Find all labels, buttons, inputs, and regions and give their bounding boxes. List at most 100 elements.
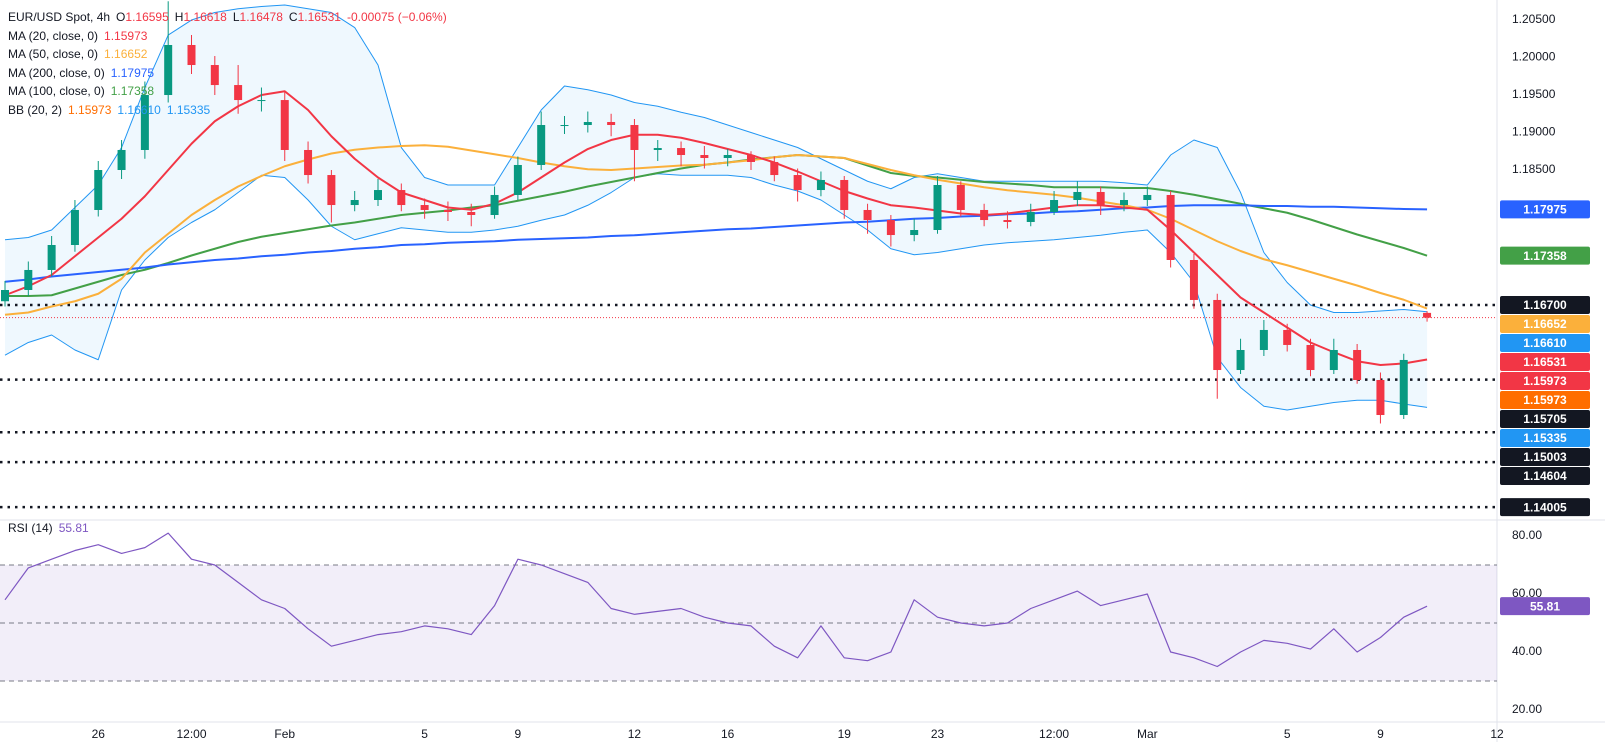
bb-upper <box>4 4 1428 313</box>
ohlc-label: L <box>232 10 240 24</box>
legend-value: 1.16652 <box>104 47 148 62</box>
price-tag-label: 1.15973 <box>1523 393 1567 407</box>
x-tick-label: 16 <box>721 727 735 741</box>
candle-body <box>1306 344 1315 371</box>
candle-body <box>1026 212 1035 222</box>
candle-body <box>187 44 196 66</box>
x-tick-label: Mar <box>1137 727 1158 741</box>
legend-item: MA (20, close, 0) 1.15973 <box>8 27 453 46</box>
price-tag <box>1500 333 1590 352</box>
candle-body <box>1073 191 1082 201</box>
y-tick-label: 1.20500 <box>1512 12 1556 26</box>
bb-fill <box>5 5 1428 410</box>
x-tick-label: 12 <box>1490 727 1504 741</box>
candle-body <box>280 100 289 150</box>
candle-body <box>886 220 895 236</box>
x-tick-label: 19 <box>838 727 852 741</box>
price-tag-label: 1.16652 <box>1523 317 1567 331</box>
legend-item: BB (20, 2) 1.15973 1.16610 1.15335 <box>8 101 453 120</box>
candle-body <box>723 155 732 159</box>
x-tick-label: 12:00 <box>176 727 206 741</box>
candle-body <box>980 209 989 221</box>
x-tick-label: 12:00 <box>1039 727 1069 741</box>
x-tick-label: 12 <box>628 727 642 741</box>
rsi-tag <box>1500 597 1590 616</box>
moving-average <box>4 144 1428 316</box>
moving-average <box>4 90 1428 366</box>
rsi-tick-label: 60.00 <box>1512 586 1542 600</box>
price-tag <box>1500 371 1590 390</box>
price-tag-label: 1.16610 <box>1523 336 1567 350</box>
candle-body <box>70 209 79 246</box>
price-tag-label: 1.15335 <box>1523 431 1567 445</box>
price-tag-label: 1.15705 <box>1523 412 1567 426</box>
ohlc-label: O <box>116 10 126 24</box>
x-tick-label: 23 <box>931 727 945 741</box>
candle-body <box>863 209 872 221</box>
candle-body <box>677 148 686 156</box>
price-tag <box>1500 295 1590 314</box>
candle-body <box>956 185 965 210</box>
y-tick-label: 1.20000 <box>1512 50 1556 64</box>
legend: EUR/USD Spot, 4h O1.16595 H1.16618 L1.16478… <box>8 8 453 120</box>
candle-body <box>747 155 755 162</box>
legend-name: RSI (14) <box>8 521 53 535</box>
candle-body <box>840 179 849 210</box>
candle-body <box>513 164 522 195</box>
candle-body <box>490 194 499 216</box>
legend-header: EUR/USD Spot, 4h O1.16595 H1.16618 L1.16478… <box>8 8 453 27</box>
candle-body <box>700 155 709 159</box>
candle-body <box>1003 220 1012 222</box>
rsi-tick-label: 40.00 <box>1512 644 1542 658</box>
candle-body <box>630 125 639 150</box>
price-tag <box>1500 352 1590 371</box>
price-tag <box>1500 447 1590 466</box>
ohlc-value: 1.16478 <box>239 10 283 24</box>
candle-body <box>537 125 546 165</box>
x-tick-label: 9 <box>1377 727 1384 741</box>
x-tick-label: 5 <box>1284 727 1291 741</box>
candle-body <box>374 190 382 201</box>
candle-body <box>327 175 336 206</box>
symbol: EUR/USD Spot, 4h <box>8 10 111 24</box>
y-tick-label: 1.19000 <box>1512 125 1556 139</box>
candle-body <box>210 65 219 86</box>
legend-value: 1.17358 <box>110 84 155 99</box>
price-tag-label: 1.17975 <box>1523 203 1567 217</box>
ohlc-value: 1.16595 <box>125 10 169 24</box>
rsi-legend: RSI (14) 55.81 <box>8 519 95 538</box>
legend-name: MA (100, close, 0) <box>8 84 105 99</box>
x-tick-label: 26 <box>92 727 106 741</box>
candle-body <box>1213 299 1222 371</box>
legend-name: BB (20, 2) <box>8 102 63 117</box>
candle-body <box>397 190 406 206</box>
ohlc-label: C <box>288 10 298 24</box>
candle-body <box>1376 379 1385 416</box>
candle-body <box>910 230 919 236</box>
candle-body <box>1329 349 1338 371</box>
candle-body <box>1096 191 1105 206</box>
legend-value: 1.15973 <box>104 28 148 43</box>
price-tag <box>1500 428 1590 447</box>
x-tick-label: 9 <box>515 727 522 741</box>
legend-item: MA (100, close, 0) 1.17358 <box>8 82 453 101</box>
ohlc-label: H <box>174 10 184 24</box>
legend-value: 1.17975 <box>110 65 155 80</box>
candle-body <box>1423 312 1432 318</box>
candle-body <box>117 149 126 171</box>
x-tick-label: Feb <box>274 727 295 741</box>
price-tag-label: 1.16531 <box>1523 355 1567 369</box>
price-tag-label: 1.14005 <box>1523 500 1567 514</box>
candle-body <box>234 85 243 101</box>
candle-body <box>607 122 616 126</box>
ohlc-value: 1.16618 <box>183 10 227 24</box>
candle-body <box>933 185 942 231</box>
price-tag <box>1500 314 1590 333</box>
legend-item: MA (200, close, 0) 1.17975 <box>8 64 453 83</box>
candle-body <box>304 149 313 176</box>
price-tag-label: 1.17358 <box>1523 249 1567 263</box>
price-tag-label: 1.15973 <box>1523 374 1567 388</box>
candle-body <box>1259 329 1268 350</box>
legend-name: MA (200, close, 0) <box>8 65 105 80</box>
